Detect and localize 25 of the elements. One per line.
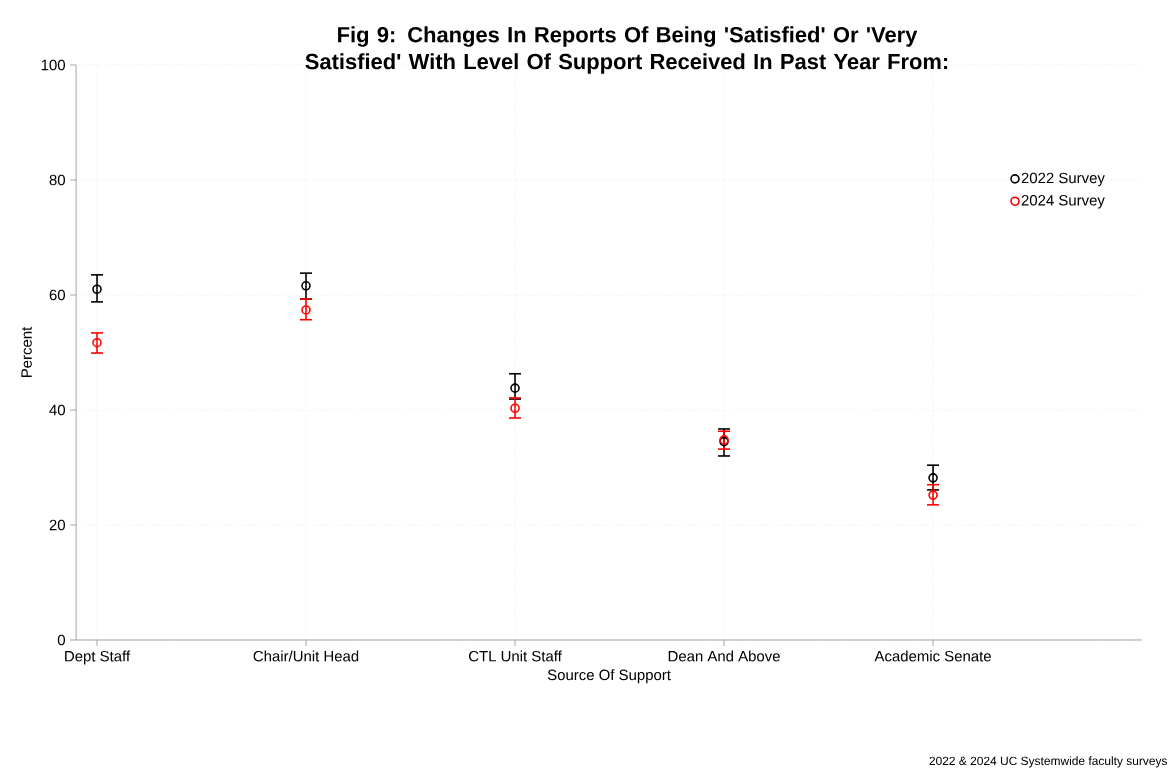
y-tick-label: 80 <box>49 174 65 186</box>
point <box>92 337 102 348</box>
y-tick-label: 60 <box>49 289 65 301</box>
point <box>510 403 520 414</box>
point <box>928 473 938 483</box>
point <box>510 383 520 393</box>
text: 2022 & 2024 UC Systemwide faculty surveys <box>929 756 1168 768</box>
x-tick-label: CTL Unit Staff <box>469 650 562 662</box>
y-axis-title: Percent <box>21 326 32 378</box>
x-tick-label: Dept Staff <box>65 650 131 665</box>
x-axis-title: Source Of Support <box>547 669 671 684</box>
point <box>928 490 938 500</box>
chart-title: Fig 9: Changes In Reports Of Being 'Satisfied' Or 'Very Satisfied' With Level Of Support Received In Past Year From: <box>305 26 948 74</box>
x-tick-label: Academic Senate <box>874 650 991 662</box>
legend-label: 2022 Survey <box>1021 172 1105 187</box>
point <box>92 284 102 295</box>
legend-label: 2024 Survey <box>1021 195 1105 209</box>
point <box>301 305 311 315</box>
y-tick-label: 0 <box>57 634 65 646</box>
point <box>301 280 311 291</box>
y-tick-label: 20 <box>49 519 65 531</box>
x-tick-label: Chair/Unit Head <box>253 650 359 662</box>
y-tick-label: 100 <box>41 59 65 71</box>
y-tick-label: 40 <box>49 404 65 416</box>
x-tick-label: Dean And Above <box>668 650 780 662</box>
